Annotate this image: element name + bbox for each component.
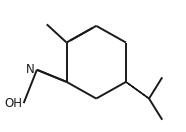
Polygon shape: [126, 82, 149, 99]
Text: N: N: [26, 63, 35, 76]
Text: OH: OH: [4, 97, 22, 110]
